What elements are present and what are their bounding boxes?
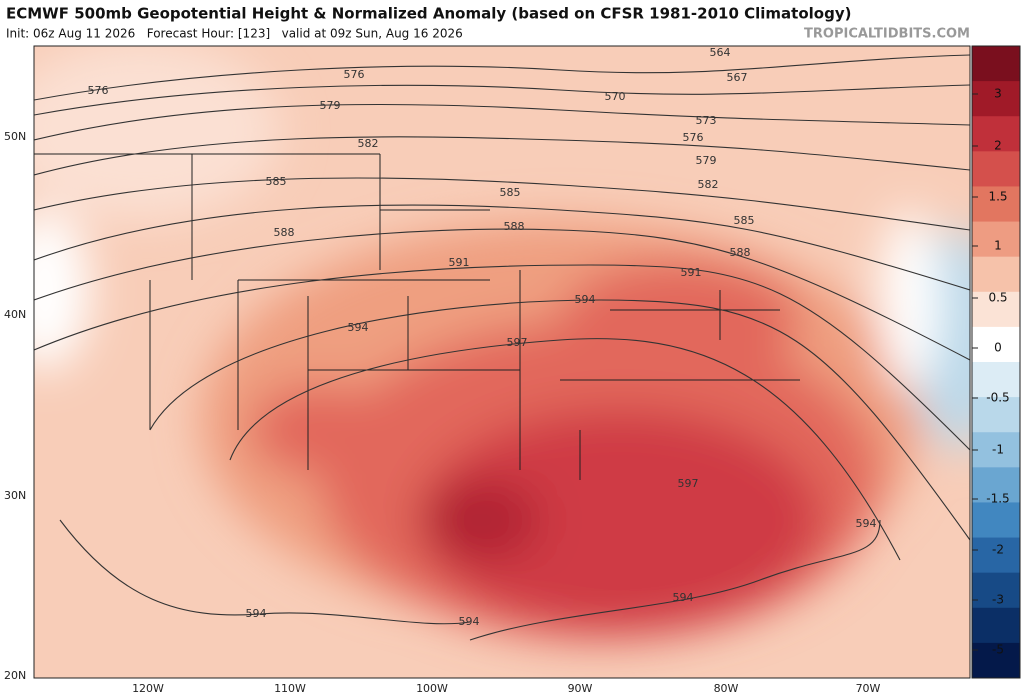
lat-label: 20N [4,669,26,682]
colorbar-band [972,151,1020,187]
colorbar-band [972,502,1020,539]
lat-label: 50N [4,130,26,143]
colorbar-band [972,467,1020,503]
colorbar-band [972,642,1020,679]
colorbar-label: 2 [994,139,1002,153]
contour-label: 573 [696,114,717,127]
colorbar-label: -2 [992,543,1004,557]
contour-labels: 576 576 579 582 585 585 588 588 591 594 597 594 591 5… [88,46,877,628]
contour-label: 570 [605,90,626,103]
contour-label: 597 [678,477,699,490]
colorbar-label: -1.5 [986,492,1009,506]
map [34,46,970,678]
map-frame [33,45,971,679]
contour-label: 594 [246,607,267,620]
contour-label: 582 [698,178,719,191]
lon-label: 80W [714,682,739,695]
colorbar: 3 2 1.5 1 0.5 0 -0.5 -1 -1.5 -2 -3 -5 [971,45,1021,679]
contour-label: 588 [274,226,295,239]
colorbar-band [972,537,1020,574]
lat-axis: 50N 40N 30N 20N [4,130,26,682]
colorbar-band [972,256,1020,293]
colorbar-label: -0.5 [986,391,1009,405]
contour-label: 594 [459,615,480,628]
contour-label: 594 [856,517,877,530]
contour-label: 564 [710,46,731,59]
colorbar-band [972,362,1020,398]
contour-label: 567 [727,71,748,84]
colorbar-label: -1 [992,443,1004,457]
colorbar-label: -3 [992,593,1004,607]
contour-label: 579 [696,154,717,167]
colorbar-band [972,46,1020,82]
lon-label: 70W [856,682,881,695]
lon-label: 120W [132,682,164,695]
colorbar-band [972,81,1020,117]
contour-label: 576 [88,84,109,97]
colorbar-band [972,326,1020,363]
contour-label: 591 [681,266,702,279]
contour-label: 576 [683,131,704,144]
colorbar-label: -5 [992,643,1004,657]
colorbar-band [972,607,1020,644]
colorbar-band [972,572,1020,609]
lat-label: 40N [4,308,26,321]
contour-label: 594 [348,321,369,334]
colorbar-band [972,221,1020,258]
colorbar-label: 0 [994,341,1002,355]
contour-label: 588 [730,246,751,259]
contour-label: 588 [504,220,525,233]
colorbar-label: 0.5 [988,291,1007,305]
colorbar-band [972,291,1020,328]
title: ECMWF 500mb Geopotential Height & Normal… [6,5,851,23]
contour-label: 582 [358,137,379,150]
colorbar-band [972,186,1020,223]
colorbar-label: 1.5 [988,190,1007,204]
colorbar-band [972,116,1020,152]
contour-label: 579 [320,99,341,112]
lon-label: 110W [274,682,306,695]
subtitle: Init: 06z Aug 11 2026 Forecast Hour: [12… [6,27,463,41]
contour-label: 585 [734,214,755,227]
contour-label: 585 [266,175,287,188]
colorbar-frame [971,45,1021,679]
contour-label: 591 [449,256,470,269]
lon-axis: 120W 110W 100W 90W 80W 70W [132,682,880,695]
lat-label: 30N [4,489,26,502]
contour-label: 594 [575,293,596,306]
colorbar-band [972,432,1020,468]
colorbar-label: 1 [994,239,1002,253]
contour-label: 576 [344,68,365,81]
contour-label: 594 [673,591,694,604]
lon-label: 100W [416,682,448,695]
credit: TROPICALTIDBITS.COM [804,27,970,42]
colorbar-band [972,397,1020,433]
contour-label: 597 [507,336,528,349]
colorbar-label: 3 [994,87,1002,101]
lon-label: 90W [568,682,593,695]
contour-label: 585 [500,186,521,199]
